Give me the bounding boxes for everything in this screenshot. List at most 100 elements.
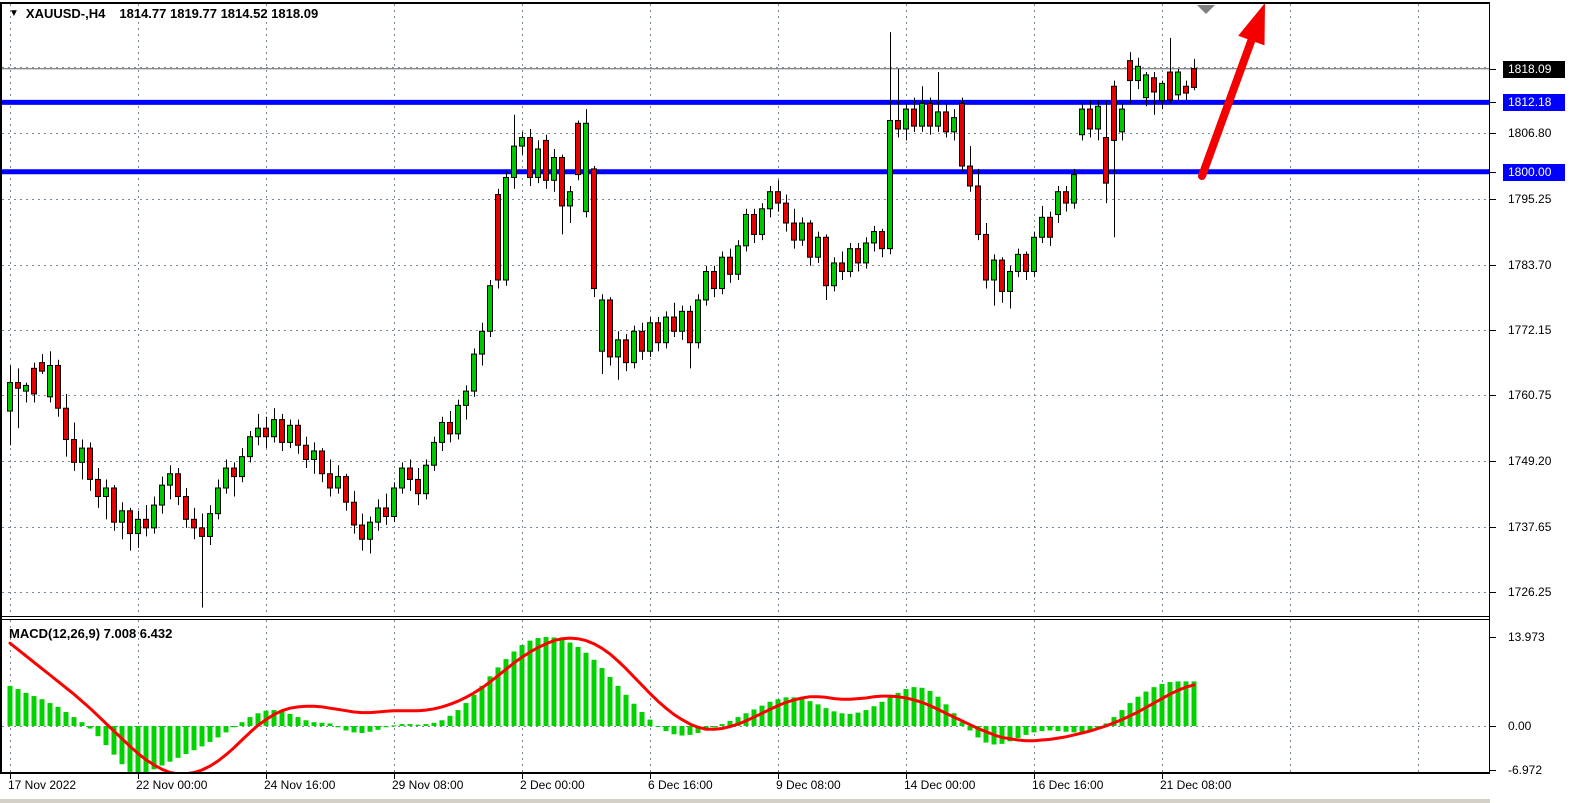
candle-body <box>911 108 917 127</box>
macd-bar <box>151 726 157 770</box>
macd-bar <box>47 703 53 726</box>
candle-body <box>487 285 493 332</box>
candle-body <box>367 521 373 540</box>
candle-body <box>871 231 877 244</box>
macd-bar <box>463 703 469 726</box>
candle-body <box>607 299 613 358</box>
panel-splitter-bottom[interactable] <box>0 619 1579 620</box>
candle-body <box>1023 253 1029 272</box>
time-tick-label: 22 Nov 00:00 <box>136 778 208 792</box>
candle-body <box>919 102 925 127</box>
symbol-timeframe-label: XAUUSD-,H4 <box>25 6 106 21</box>
macd-bar <box>967 726 973 731</box>
macd-bar <box>135 726 141 772</box>
candle-body <box>255 427 261 438</box>
candle-body <box>471 353 477 392</box>
chart-shift-marker-icon[interactable] <box>1197 5 1215 14</box>
candle-body <box>1095 105 1101 130</box>
macd-bar <box>303 720 309 726</box>
macd-bar <box>415 724 421 726</box>
macd-bar <box>1183 681 1189 726</box>
macd-bar <box>343 726 349 731</box>
time-axis[interactable]: 17 Nov 2022 22 Nov 00:00 24 Nov 16:00 29 No… <box>0 774 1579 799</box>
macd-bar <box>951 713 957 726</box>
macd-bar <box>543 637 549 726</box>
candle-body <box>823 236 829 287</box>
macd-bar <box>1055 726 1061 732</box>
macd-bar <box>423 724 429 726</box>
candle-body <box>1159 82 1165 102</box>
candle-body <box>1087 108 1093 130</box>
candle-body <box>1143 74 1149 99</box>
candle-body <box>663 316 669 344</box>
macd-bar <box>943 704 949 726</box>
candle-body <box>951 117 957 133</box>
candle-body <box>1135 65 1141 82</box>
macd-bar <box>879 701 885 726</box>
macd-signal-line <box>8 636 1196 772</box>
price-tick-label: 1726.25 <box>1508 585 1552 599</box>
macd-bar <box>519 645 525 726</box>
candle-body <box>407 467 413 480</box>
macd-bar <box>1079 726 1085 732</box>
macd-bar <box>679 726 685 736</box>
candle-body <box>15 382 21 389</box>
macd-bar <box>599 668 605 726</box>
candle-body <box>895 119 901 130</box>
macd-bar <box>247 717 253 726</box>
price-tick-mark <box>1489 395 1496 396</box>
candle-body <box>503 176 509 281</box>
macd-tick-label: 0.00 <box>1508 719 1532 733</box>
macd-bar <box>279 711 285 726</box>
main-gridlines <box>2 4 1489 616</box>
one-click-trading-collapse-icon[interactable]: ▼ <box>9 8 19 19</box>
macd-bar <box>1087 726 1093 731</box>
candle-body <box>679 310 685 332</box>
trend-arrow-head[interactable] <box>1238 4 1265 46</box>
macd-bar <box>143 726 149 772</box>
price-tick-label: 1795.25 <box>1508 192 1552 206</box>
current-price-label: 1818.09 <box>1503 61 1565 78</box>
candle-body <box>159 484 165 506</box>
macd-bar <box>55 706 61 726</box>
macd-bottom-border <box>0 772 1579 774</box>
macd-panel[interactable] <box>2 620 1489 772</box>
macd-bar <box>919 687 925 726</box>
candle-body <box>103 487 109 498</box>
macd-bar <box>407 724 413 726</box>
candle-body <box>23 384 29 392</box>
candle-body <box>887 119 893 250</box>
macd-bar <box>471 694 477 726</box>
price-tick-mark <box>1489 102 1496 103</box>
support-resistance-line[interactable] <box>2 169 1489 175</box>
macd-bar <box>903 689 909 726</box>
candle-body <box>1015 253 1021 272</box>
candle-body <box>215 487 221 515</box>
candle-body <box>1151 77 1157 93</box>
macd-bar <box>855 712 861 726</box>
candle-body <box>175 473 181 498</box>
macd-bar <box>711 726 717 728</box>
candle-body <box>599 299 605 352</box>
candle-body <box>735 245 741 275</box>
candle-body <box>711 270 717 290</box>
macd-bar <box>1159 683 1165 726</box>
main-chart-panel[interactable] <box>2 4 1489 616</box>
candle-body <box>79 447 85 463</box>
macd-bar <box>23 692 29 726</box>
macd-bar <box>631 703 637 726</box>
support-resistance-line[interactable] <box>2 99 1489 105</box>
panel-splitter-top[interactable] <box>0 616 1579 617</box>
macd-bar <box>871 706 877 726</box>
candle-body <box>719 256 725 290</box>
macd-bar <box>479 685 485 726</box>
time-tick-mark <box>138 774 139 779</box>
macd-bar <box>1071 726 1077 733</box>
price-axis[interactable]: 1806.80 1795.25 1783.70 1772.15 1760.75 1749.… <box>1489 0 1579 803</box>
candle-body <box>167 473 173 486</box>
candle-body <box>1047 216 1053 238</box>
trend-arrow-shaft[interactable] <box>1198 36 1256 180</box>
candle-body <box>151 504 157 529</box>
macd-bar <box>503 659 509 726</box>
